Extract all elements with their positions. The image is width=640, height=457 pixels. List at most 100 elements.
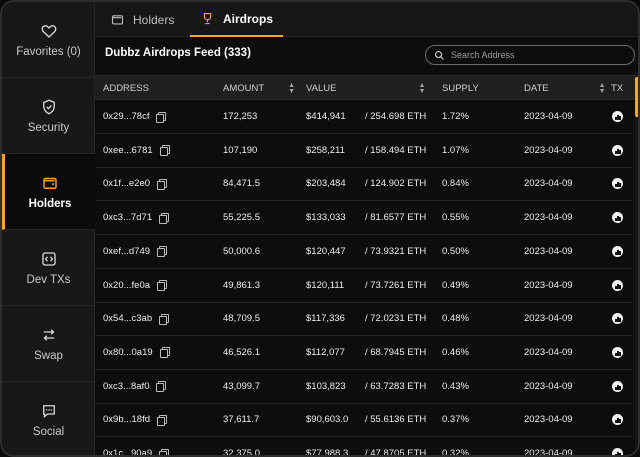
copy-icon[interactable]: [159, 313, 170, 325]
address-cell[interactable]: 0x9b...18fd: [103, 403, 168, 436]
value-usd-cell: $112,077: [306, 346, 345, 358]
copy-icon[interactable]: [159, 145, 170, 157]
date-cell: 2023-04-09: [524, 448, 573, 457]
date-cell: 2023-04-09: [524, 144, 573, 156]
sidebar-item-dev-txs[interactable]: Dev TXs: [2, 230, 95, 306]
sidebar-item-social[interactable]: Social: [2, 382, 95, 455]
table-row[interactable]: 0x1c...90a9 32,375.0 $77,988.3 / 47.8705 ET…: [95, 437, 632, 457]
tab-airdrops[interactable]: Airdrops: [190, 2, 284, 37]
address-cell[interactable]: 0xc3...8af0: [103, 370, 167, 403]
tx-cell[interactable]: [612, 403, 623, 436]
tx-chart-icon[interactable]: [612, 380, 623, 392]
tx-cell[interactable]: [612, 336, 623, 369]
supply-cell: 0.48%: [442, 313, 469, 325]
search-box[interactable]: [425, 45, 635, 65]
tx-chart-icon[interactable]: [612, 212, 623, 224]
date-cell: 2023-04-09: [524, 313, 573, 325]
tx-chart-icon[interactable]: [612, 279, 623, 291]
supply-cell: 0.50%: [442, 245, 469, 257]
tx-chart-icon[interactable]: [612, 245, 623, 257]
table-row[interactable]: 0xc3...8af0 43,099.7 $103,823 / 63.7283 ETH…: [95, 370, 632, 404]
header-value[interactable]: VALUE ▲ ▼: [306, 81, 426, 95]
sidebar-item-security[interactable]: Security: [2, 78, 95, 154]
table-row[interactable]: 0xee...6781 107,190 $258,211 / 158.494 ETH 1…: [95, 134, 632, 168]
value-eth-cell: / 254.698 ETH: [365, 111, 427, 122]
address-cell[interactable]: 0x54...c3ab: [103, 302, 170, 335]
address-cell[interactable]: 0x1c...90a9: [103, 437, 170, 455]
table-row[interactable]: 0x80...0a19 46,526.1 $112,077 / 68.7945 ETH…: [95, 336, 632, 370]
sort-icon[interactable]: ▲ ▼: [418, 81, 426, 95]
tx-chart-icon[interactable]: [612, 346, 623, 358]
date-cell: 2023-04-09: [524, 346, 573, 358]
tx-cell[interactable]: [612, 370, 623, 403]
supply-cell: 0.37%: [442, 414, 469, 426]
scrollbar-thumb[interactable]: [635, 77, 638, 117]
tx-cell[interactable]: [612, 437, 623, 455]
amount-cell: 48,709.5: [223, 313, 260, 325]
table-body: 0x29...78cf 172,253 $414,941 / 254.698 ETH 1…: [95, 100, 632, 457]
date-cell: 2023-04-09: [524, 212, 573, 224]
amount-cell: 50,000.6: [223, 245, 260, 257]
tx-chart-icon[interactable]: [612, 448, 623, 455]
sort-icon[interactable]: ▲ ▼: [598, 81, 606, 95]
header-date[interactable]: DATE ▲ ▼: [524, 81, 606, 95]
address-cell[interactable]: 0x1f...e2e0: [103, 167, 168, 200]
sidebar-item-favorites[interactable]: Favorites (0): [2, 2, 95, 78]
tx-chart-icon[interactable]: [612, 313, 623, 325]
table-row[interactable]: 0x54...c3ab 48,709.5 $117,336 / 72.0231 ETH…: [95, 302, 632, 337]
copy-icon[interactable]: [159, 212, 170, 224]
sidebar-item-holders[interactable]: Holders: [2, 154, 95, 230]
amount-cell: 37,611.7: [223, 414, 260, 426]
address-cell[interactable]: 0x20...fe0a: [103, 269, 168, 302]
supply-cell: 0.43%: [442, 380, 469, 392]
header-address[interactable]: ADDRESS: [103, 83, 149, 94]
table-row[interactable]: 0x20...fe0a 49,861.3 $120,111 / 73.7261 ETH…: [95, 269, 632, 303]
address-cell[interactable]: 0xc3...7d71: [103, 201, 170, 234]
tx-chart-icon[interactable]: [612, 111, 623, 122]
tx-chart-icon[interactable]: [612, 144, 623, 156]
value-usd-cell: $117,336: [306, 313, 345, 325]
copy-icon[interactable]: [159, 347, 170, 359]
table-row[interactable]: 0xc3...7d71 55,225.5 $133,033 / 81.6577 ETH…: [95, 201, 632, 236]
sort-icon[interactable]: ▲ ▼: [288, 81, 296, 95]
tx-chart-icon[interactable]: [612, 414, 623, 426]
address-cell[interactable]: 0xef...d749: [103, 235, 168, 268]
copy-icon[interactable]: [157, 246, 168, 258]
sidebar-item-label: Favorites (0): [16, 45, 81, 58]
table-row[interactable]: 0xef...d749 50,000.6 $120,447 / 73.9321 ETH…: [95, 235, 632, 269]
table-row[interactable]: 0x1f...e2e0 84,471.5 $203,484 / 124.902 ETH…: [95, 167, 632, 202]
copy-icon[interactable]: [156, 111, 167, 123]
value-eth-cell: / 73.9321 ETH: [365, 245, 427, 257]
tx-cell[interactable]: [612, 134, 623, 167]
search-input[interactable]: [451, 50, 621, 60]
table-row[interactable]: 0x29...78cf 172,253 $414,941 / 254.698 ETH 1…: [95, 100, 632, 134]
address-cell[interactable]: 0xee...6781: [103, 134, 170, 167]
table-row[interactable]: 0x9b...18fd 37,611.7 $90,603.0 / 55.6136 ET…: [95, 403, 632, 438]
header-amount[interactable]: AMOUNT ▲ ▼: [223, 81, 296, 95]
tx-cell[interactable]: [612, 302, 623, 335]
copy-icon[interactable]: [157, 178, 168, 190]
value-eth-cell: / 81.6577 ETH: [365, 212, 427, 224]
copy-icon[interactable]: [156, 381, 167, 393]
tx-cell[interactable]: [612, 167, 623, 200]
tx-cell[interactable]: [612, 201, 623, 234]
value-usd-cell: $77,988.3: [306, 448, 349, 457]
address-cell[interactable]: 0x29...78cf: [103, 100, 167, 133]
address-cell[interactable]: 0x80...0a19: [103, 336, 170, 369]
value-usd-cell: $120,447: [306, 245, 346, 257]
copy-icon[interactable]: [157, 414, 168, 426]
tx-cell[interactable]: [612, 235, 623, 268]
copy-icon[interactable]: [159, 448, 170, 455]
tx-cell[interactable]: [612, 269, 623, 302]
tx-chart-icon[interactable]: [612, 178, 623, 190]
tx-cell[interactable]: [612, 100, 623, 133]
copy-icon[interactable]: [157, 280, 168, 291]
tab-holders[interactable]: Holders: [110, 2, 174, 37]
sidebar-item-label: Social: [32, 425, 65, 438]
supply-cell: 0.84%: [442, 178, 469, 190]
sidebar-item-swap[interactable]: Swap: [2, 306, 95, 382]
header-supply[interactable]: SUPPLY: [442, 83, 479, 94]
scrollbar[interactable]: [635, 77, 638, 449]
supply-cell: 0.55%: [442, 212, 469, 224]
